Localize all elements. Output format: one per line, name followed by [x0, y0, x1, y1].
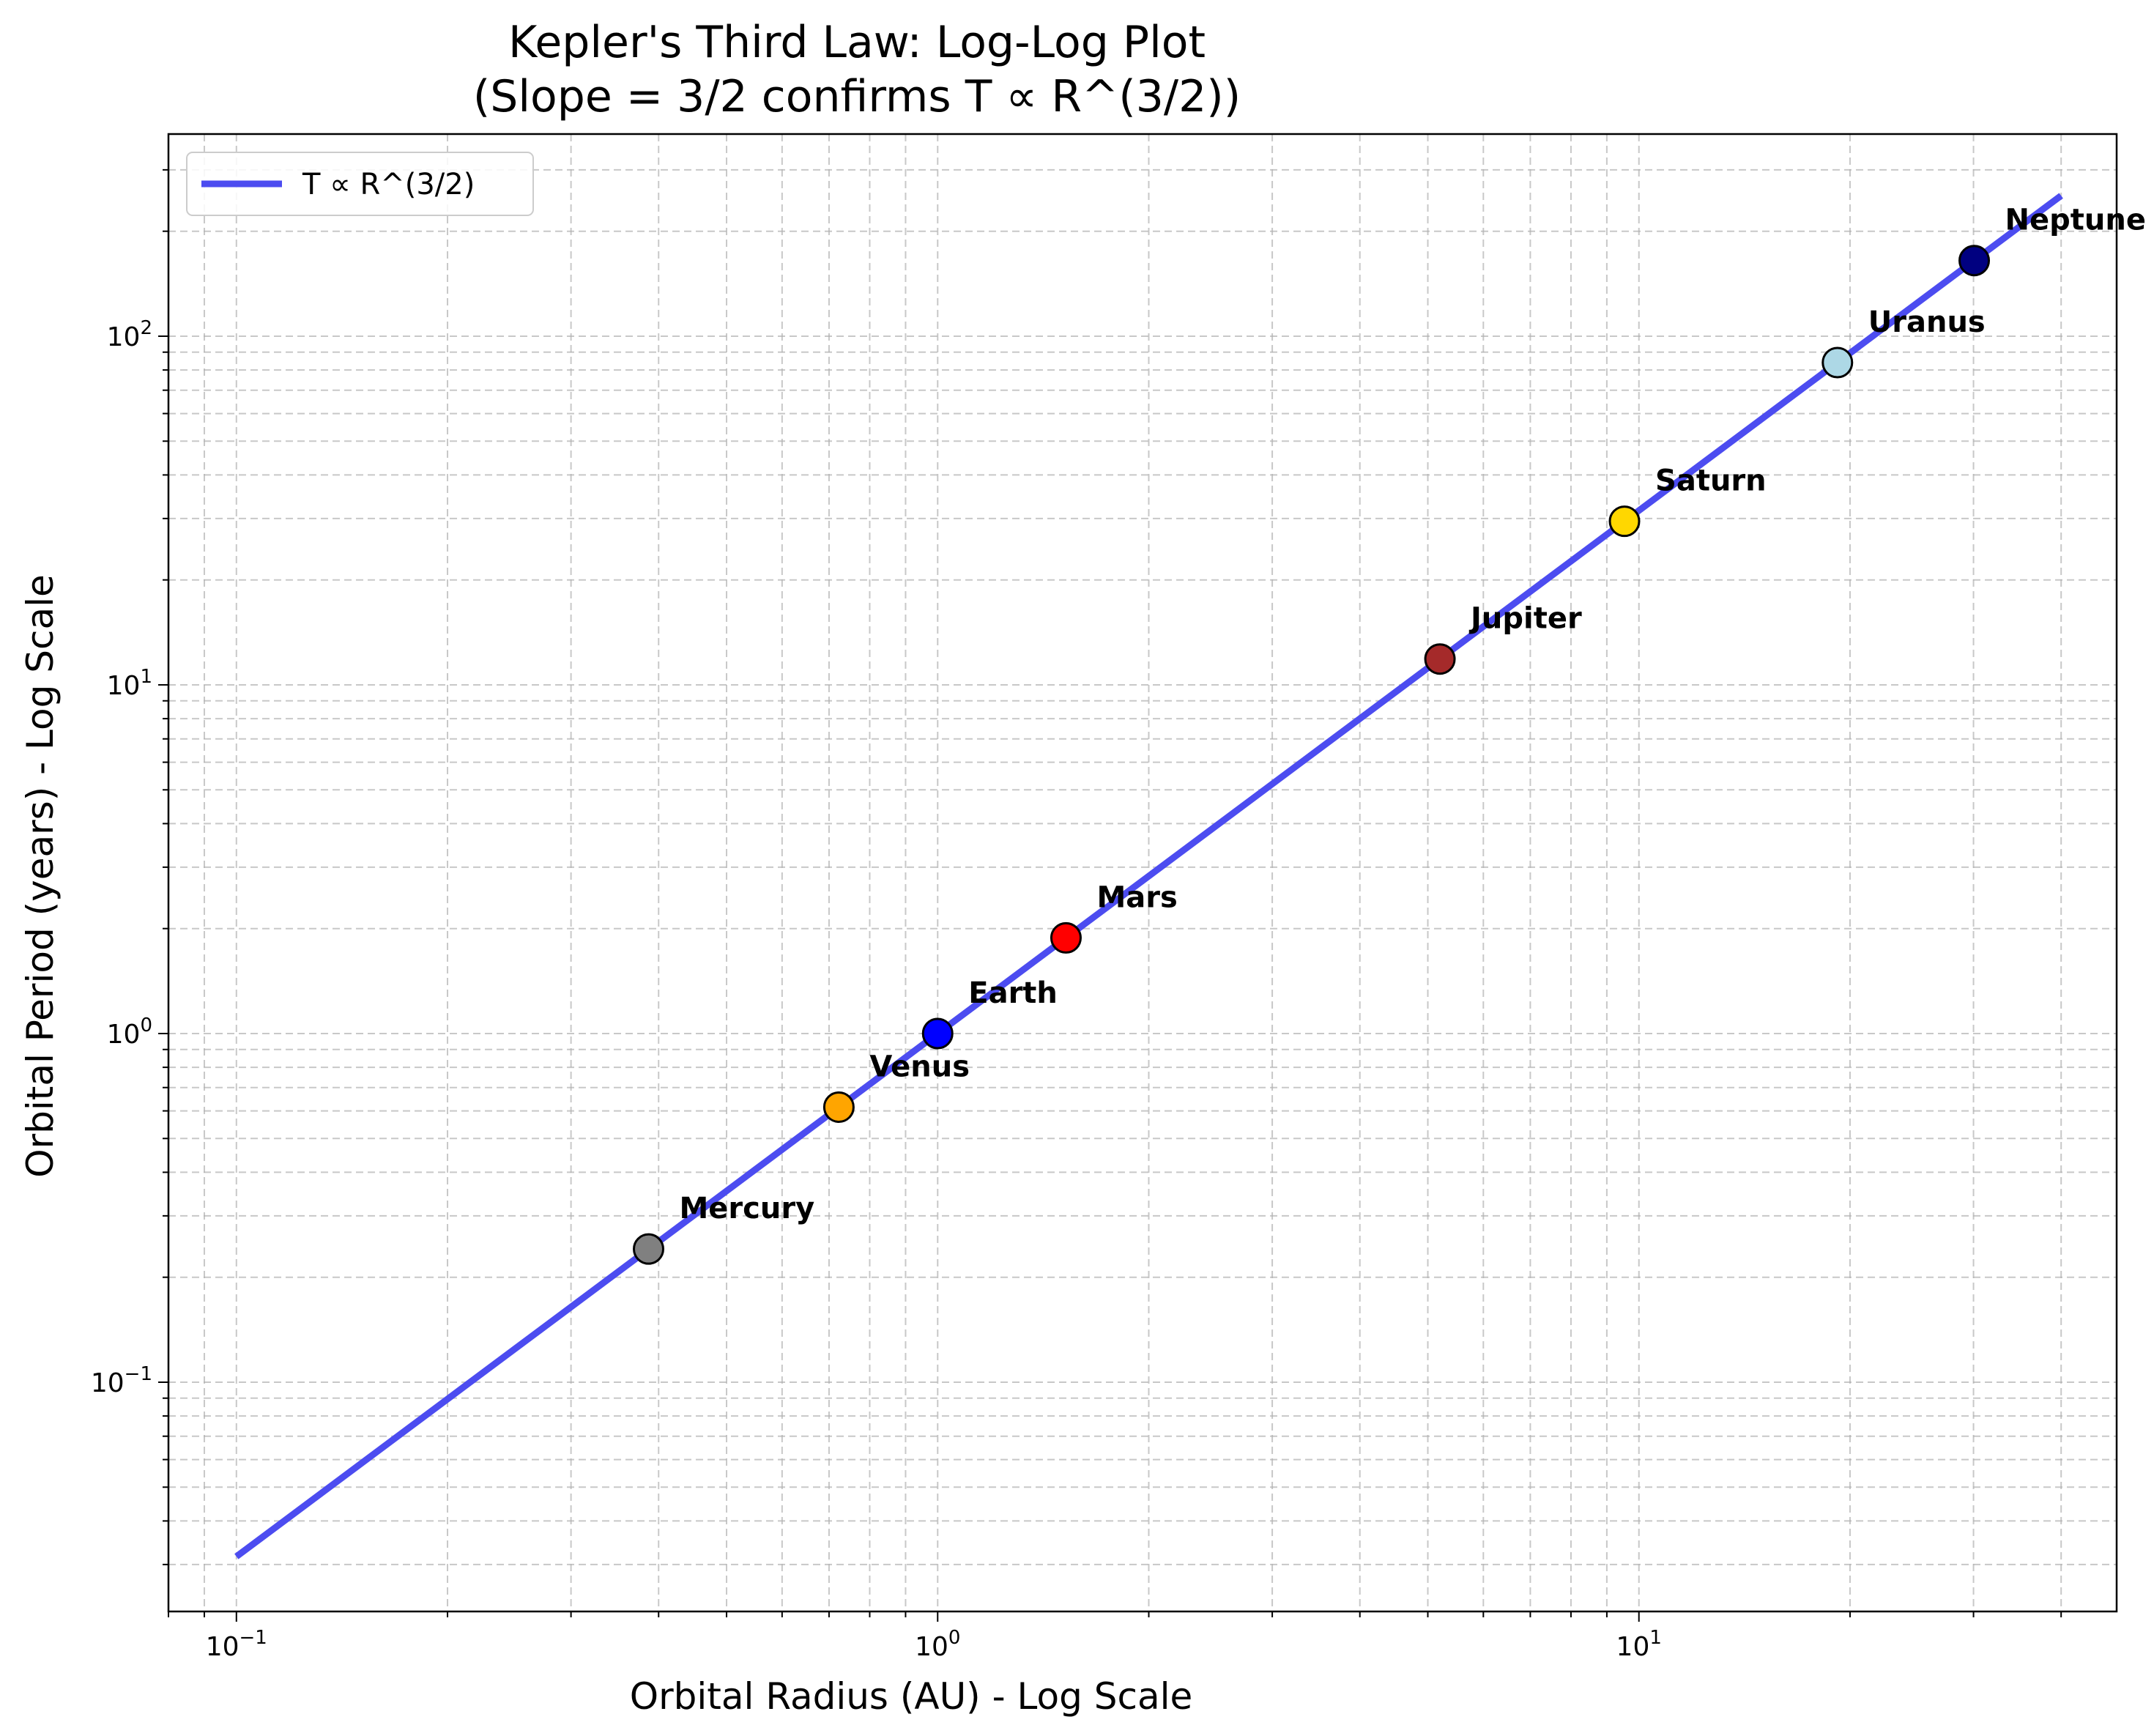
legend-box: [186, 152, 534, 216]
point-label-earth: Earth: [968, 976, 1058, 1010]
legend-label: T ∝ R^(3/2): [302, 168, 475, 201]
point-label-jupiter: Jupiter: [1468, 602, 1582, 636]
chart-title: Kepler's Third Law: Log-Log Plot: [508, 17, 1206, 68]
y-axis-label: Orbital Period (years) - Log Scale: [19, 574, 62, 1178]
y-tick-label: 10−1: [91, 1363, 152, 1398]
point-label-mercury: Mercury: [680, 1192, 815, 1225]
data-point-mercury: [633, 1233, 665, 1265]
data-point-neptune: [1958, 245, 1991, 277]
y-tick-label: 100: [107, 1014, 152, 1050]
x-axis-label: Orbital Radius (AU) - Log Scale: [630, 1675, 1192, 1718]
y-tick-label: 102: [107, 317, 152, 352]
data-point-uranus: [1821, 346, 1854, 379]
data-point-mars: [1050, 921, 1082, 954]
point-label-mars: Mars: [1096, 880, 1177, 914]
point-label-venus: Venus: [869, 1050, 970, 1083]
x-tick-label: 10−1: [206, 1627, 267, 1662]
point-label-neptune: Neptune: [2005, 204, 2146, 237]
fit-line: [234, 193, 2063, 1559]
plot-frame: [167, 133, 2118, 1613]
data-point-earth: [921, 1017, 954, 1050]
x-tick-label: 101: [1616, 1627, 1662, 1662]
axis-ticks: 10−1 100 101 10−1 100 101 102: [91, 168, 2062, 1662]
data-point-saturn: [1608, 505, 1641, 538]
chart-subtitle: (Slope = 3/2 confirms T ∝ R^(3/2)): [473, 71, 1241, 122]
point-labels: Mercury Venus Earth Mars Jupiter Saturn Uranus…: [680, 204, 2146, 1225]
data-points: [633, 245, 1991, 1265]
x-tick-label: 100: [915, 1627, 960, 1662]
data-point-jupiter: [1424, 643, 1456, 675]
point-label-uranus: Uranus: [1868, 305, 1986, 339]
data-point-venus: [822, 1091, 855, 1123]
fit-line-group: [234, 193, 2063, 1559]
legend: T ∝ R^(3/2): [186, 152, 534, 216]
point-label-saturn: Saturn: [1655, 464, 1767, 498]
y-tick-label: 101: [107, 666, 152, 701]
